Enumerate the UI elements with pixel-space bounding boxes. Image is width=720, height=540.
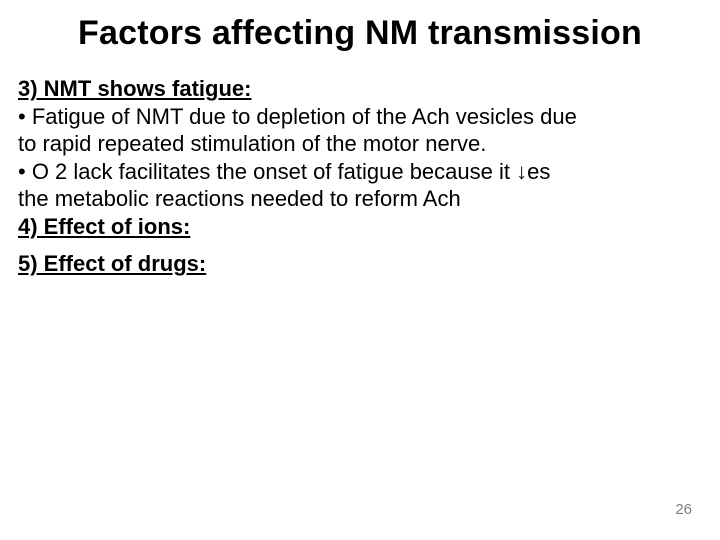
section-3-bullet-2-line-2: the metabolic reactions needed to reform…: [18, 185, 702, 213]
section-3-heading: 3) NMT shows fatigue:: [18, 75, 702, 103]
section-4-heading: 4) Effect of ions:: [18, 213, 702, 241]
page-number: 26: [675, 501, 692, 518]
body-text: 3) NMT shows fatigue: • Fatigue of NMT d…: [18, 75, 702, 278]
slide-title: Factors affecting NM transmission: [18, 14, 702, 53]
section-3-bullet-1-line-1: • Fatigue of NMT due to depletion of the…: [18, 103, 702, 131]
slide: Factors affecting NM transmission 3) NMT…: [0, 0, 720, 540]
section-3-bullet-1-line-2: to rapid repeated stimulation of the mot…: [18, 130, 702, 158]
section-3-bullet-2-line-1: • O 2 lack facilitates the onset of fati…: [18, 158, 702, 186]
spacer: [18, 240, 702, 250]
section-5-heading: 5) Effect of drugs:: [18, 250, 702, 278]
